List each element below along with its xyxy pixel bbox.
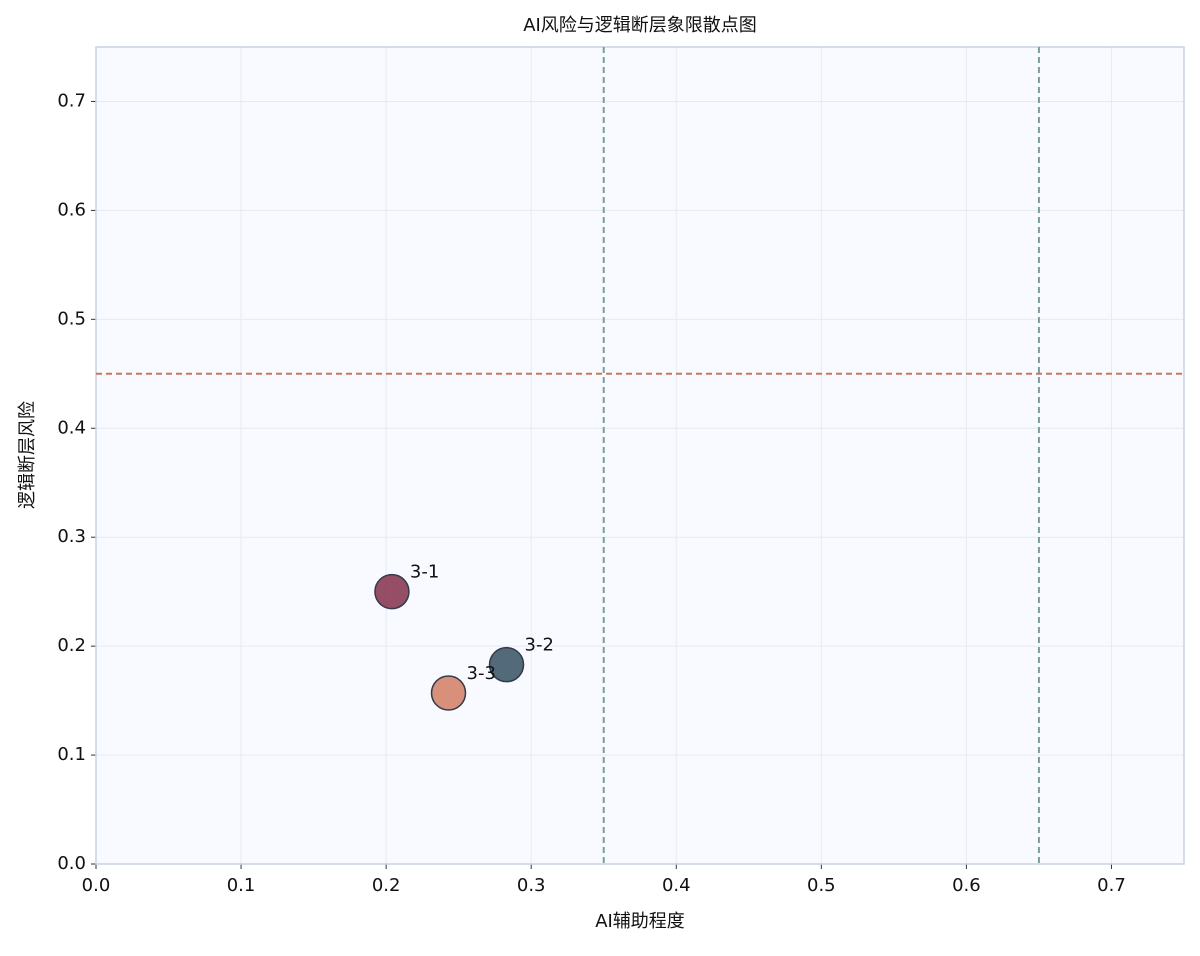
y-tick-label: 0.5	[57, 308, 86, 329]
plot-area	[96, 47, 1184, 864]
x-tick-label: 0.5	[807, 875, 836, 896]
x-tick-label: 0.0	[82, 875, 111, 896]
x-tick-label: 0.4	[662, 875, 691, 896]
point-label: 3-3	[467, 663, 496, 684]
point-label: 3-2	[525, 635, 554, 656]
y-tick-label: 0.4	[57, 417, 86, 438]
x-tick-label: 0.1	[227, 875, 256, 896]
point	[430, 675, 467, 711]
chart-title: AI风险与逻辑断层象限散点图	[523, 15, 757, 36]
point-label: 3-1	[410, 562, 439, 583]
point	[374, 573, 410, 610]
plot-border	[95, 46, 1185, 865]
y-tick-label: 0.6	[57, 199, 86, 220]
point	[488, 646, 525, 683]
x-tick-label: 0.2	[372, 875, 401, 896]
y-tick-label: 0.7	[57, 90, 86, 111]
x-tick-label: 0.7	[1097, 875, 1126, 896]
y-tick-label: 0.1	[57, 744, 86, 765]
x-axis-label: AI辅助程度	[595, 911, 685, 932]
y-tick-label: 0.3	[57, 526, 86, 547]
y-axis-label: 逻辑断层风险	[17, 401, 38, 509]
y-tick-label: 0.0	[57, 853, 86, 874]
x-tick-label: 0.6	[952, 875, 981, 896]
x-tick-label: 0.3	[517, 875, 546, 896]
y-tick-label: 0.2	[57, 635, 86, 656]
